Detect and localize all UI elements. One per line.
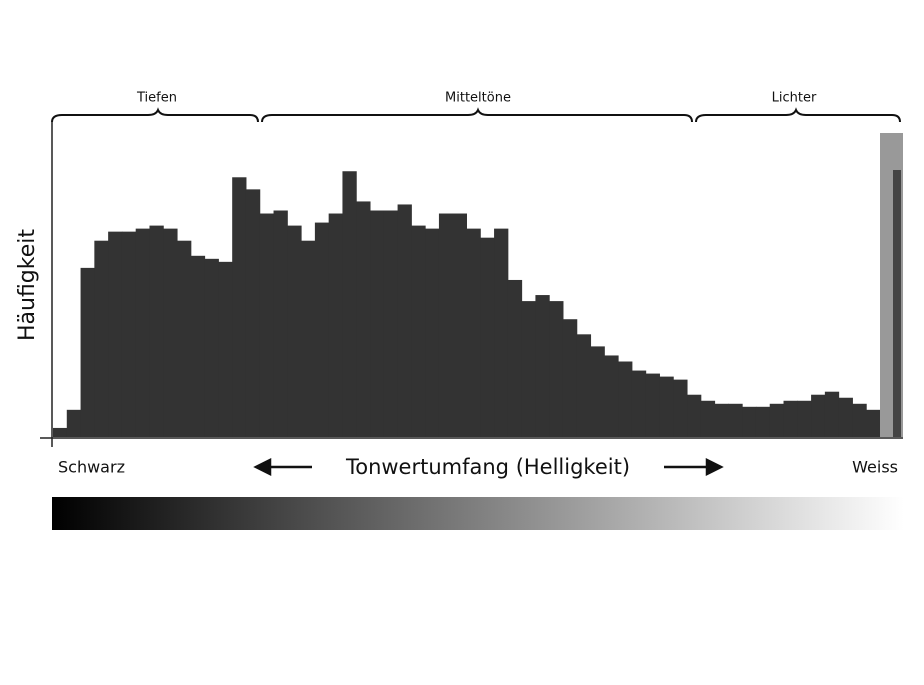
- bar: [328, 213, 343, 437]
- bar: [576, 334, 592, 437]
- bar: [714, 403, 729, 437]
- bar: [53, 427, 68, 437]
- region-label: Tiefen: [136, 91, 177, 106]
- bar: [232, 177, 247, 437]
- bar: [301, 240, 316, 437]
- bar: [728, 403, 743, 437]
- bar: [66, 409, 82, 437]
- bar: [521, 301, 536, 437]
- x-axis-title: Tonwertumfang (Helligkeit): [345, 455, 630, 479]
- x-start-label: Schwarz: [58, 458, 125, 477]
- y-axis-title: Häufigkeit: [15, 229, 40, 341]
- bar: [659, 376, 674, 437]
- bar: [438, 213, 454, 437]
- bar: [549, 301, 564, 437]
- bar: [494, 228, 509, 437]
- region-label: Mitteltöne: [445, 91, 511, 106]
- bar: [94, 240, 109, 437]
- bar: [163, 228, 178, 437]
- bar: [562, 319, 578, 437]
- bar: [824, 391, 840, 437]
- bar: [314, 222, 330, 437]
- bar: [177, 240, 192, 437]
- bar: [370, 210, 385, 437]
- bar: [397, 204, 412, 437]
- bar: [121, 231, 137, 437]
- bar: [742, 406, 757, 437]
- bar: [273, 210, 288, 437]
- bar: [700, 400, 716, 437]
- bar: [783, 400, 798, 437]
- arrows: [253, 457, 724, 477]
- bar: [80, 267, 95, 437]
- bar: [135, 228, 150, 437]
- tone-gradient: [52, 497, 904, 530]
- bar: [259, 213, 275, 437]
- bar: [383, 210, 399, 437]
- bar: [466, 228, 481, 437]
- clipped-peak: [893, 170, 901, 437]
- bar: [356, 201, 371, 437]
- bar: [631, 370, 647, 437]
- bar: [480, 237, 495, 437]
- bar: [287, 225, 302, 437]
- bar: [852, 403, 867, 437]
- bar: [452, 213, 467, 437]
- bar: [811, 394, 826, 437]
- bar: [190, 255, 206, 437]
- bar: [108, 231, 123, 437]
- bar: [411, 225, 426, 437]
- bar: [755, 406, 771, 437]
- bar: [590, 346, 605, 437]
- region-braces: [51, 107, 901, 123]
- bar: [866, 409, 881, 437]
- x-end-label: Weiss: [852, 458, 898, 477]
- bar: [797, 400, 812, 437]
- region-label: Lichter: [772, 91, 817, 106]
- plot-area: [53, 171, 881, 438]
- bar: [604, 355, 619, 437]
- bar: [507, 279, 523, 437]
- bar: [149, 225, 164, 437]
- bar: [838, 397, 853, 437]
- bar: [218, 261, 233, 437]
- bar: [673, 379, 688, 437]
- bar: [687, 394, 702, 437]
- bar: [535, 295, 550, 437]
- bar: [618, 361, 633, 437]
- bar: [204, 258, 219, 437]
- bar: [425, 228, 440, 437]
- bar: [342, 171, 357, 438]
- bar: [245, 189, 261, 437]
- bar: [645, 373, 660, 437]
- bar: [769, 403, 785, 437]
